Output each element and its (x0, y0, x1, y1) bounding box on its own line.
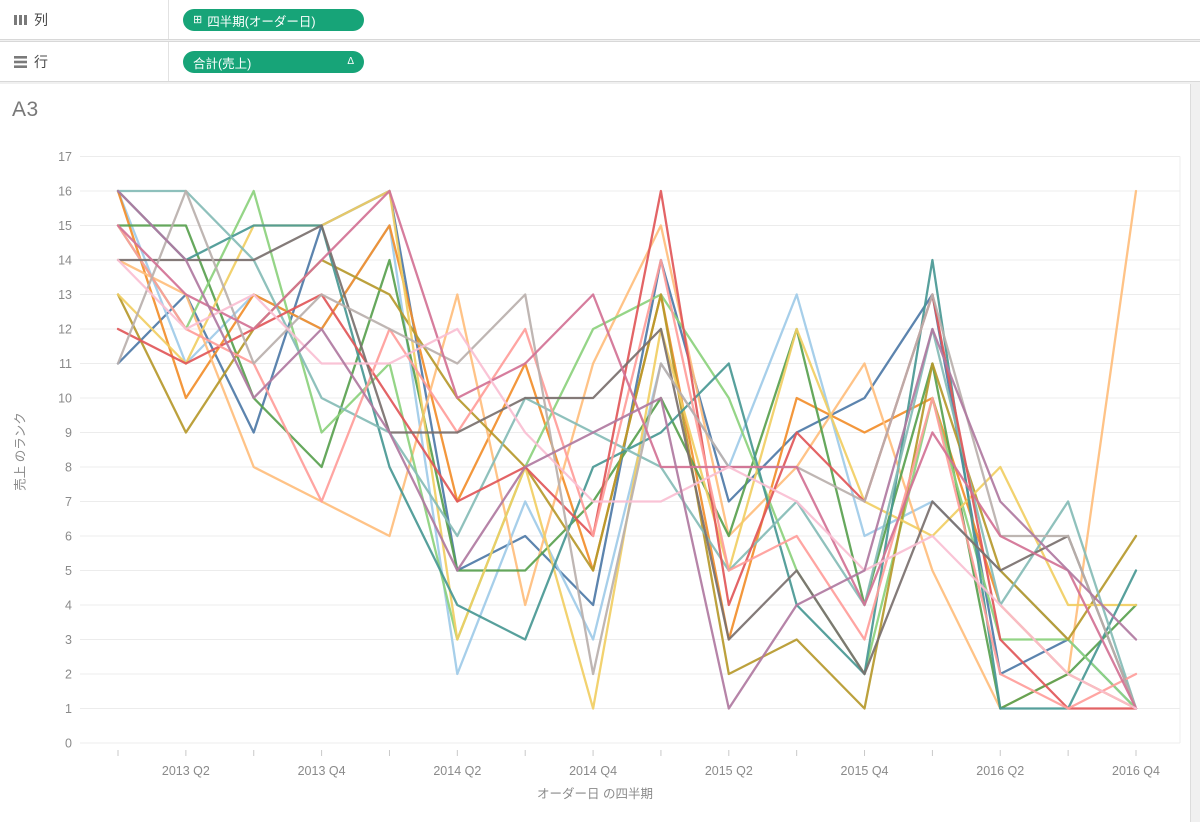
y-tick-label: 5 (65, 564, 72, 578)
x-tick-label: 2015 Q2 (705, 764, 753, 778)
y-tick-label: 6 (65, 530, 72, 544)
y-tick-label: 1 (65, 702, 72, 716)
series-line-series-16[interactable] (116, 258, 1138, 710)
y-tick-label: 16 (58, 185, 72, 199)
rows-icon (14, 55, 27, 68)
y-tick-label: 13 (58, 288, 72, 302)
x-tick-labels: 2013 Q2 2013 Q4 2014 Q2 2014 Q4 2015 Q2 2015 … (162, 764, 1160, 778)
rows-shelf-header: 行 (0, 42, 169, 81)
y-tick-label: 14 (58, 254, 72, 268)
y-tick-label: 8 (65, 461, 72, 475)
y-tick-label: 0 (65, 737, 72, 751)
y-tick-label: 3 (65, 633, 72, 647)
sort-delta-icon[interactable]: Δ (347, 56, 354, 67)
x-tick-label: 2016 Q2 (976, 764, 1024, 778)
columns-shelf-label: 列 (34, 11, 48, 28)
y-tick-label: 11 (59, 357, 72, 371)
y-axis-title: 売上 のランク (13, 412, 28, 491)
series-line-series-10[interactable] (116, 189, 1138, 710)
y-tick-label: 7 (65, 495, 72, 509)
y-tick-label: 17 (58, 150, 72, 164)
series-line-series-04[interactable] (116, 189, 1138, 710)
series-line-series-17[interactable] (116, 189, 1138, 710)
y-tick-label: 15 (58, 219, 72, 233)
worksheet-canvas[interactable]: A3 0 1 2 3 4 5 6 7 8 9 10 11 12 13 14 15 16 17 2013 Q2 2013… (0, 84, 1190, 822)
columns-shelf[interactable]: 列 ⊞ 四半期(オーダー日) (0, 0, 1200, 40)
series-line-series-15[interactable] (116, 189, 1138, 710)
y-tick-label: 9 (65, 426, 72, 440)
x-tick-label: 2016 Q4 (1112, 764, 1160, 778)
x-tick-label: 2014 Q4 (569, 764, 617, 778)
sheet-title: A3 (12, 98, 39, 121)
x-tick-label: 2014 Q2 (433, 764, 481, 778)
columns-pill-label[interactable]: 四半期(オーダー日) (207, 14, 316, 29)
pill-expand-icon[interactable]: ⊞ (193, 13, 203, 26)
y-tick-label: 10 (58, 392, 72, 406)
series-lines (116, 189, 1138, 710)
y-tick-label: 4 (65, 599, 72, 613)
series-line-series-13[interactable] (116, 224, 1138, 710)
y-tick-label: 12 (58, 323, 72, 337)
x-axis-title: オーダー日 の四半期 (537, 787, 653, 801)
x-tick-label: 2013 Q4 (298, 764, 346, 778)
rows-shelf-label: 行 (34, 53, 48, 70)
rows-shelf[interactable]: 行 合計(売上) Δ (0, 41, 1200, 82)
rows-pill-sum-sales[interactable]: 合計(売上) Δ (183, 51, 364, 73)
columns-icon (14, 14, 27, 26)
gridlines (80, 156, 1180, 744)
rows-pill-label[interactable]: 合計(売上) (193, 56, 252, 71)
x-tick-label: 2013 Q2 (162, 764, 210, 778)
x-ticks (117, 750, 1137, 756)
right-gutter (1190, 84, 1200, 822)
columns-pill-quarter-order-date[interactable]: ⊞ 四半期(オーダー日) (183, 9, 364, 31)
x-tick-label: 2015 Q4 (841, 764, 889, 778)
columns-shelf-header: 列 (0, 0, 169, 39)
y-tick-label: 2 (65, 668, 72, 682)
